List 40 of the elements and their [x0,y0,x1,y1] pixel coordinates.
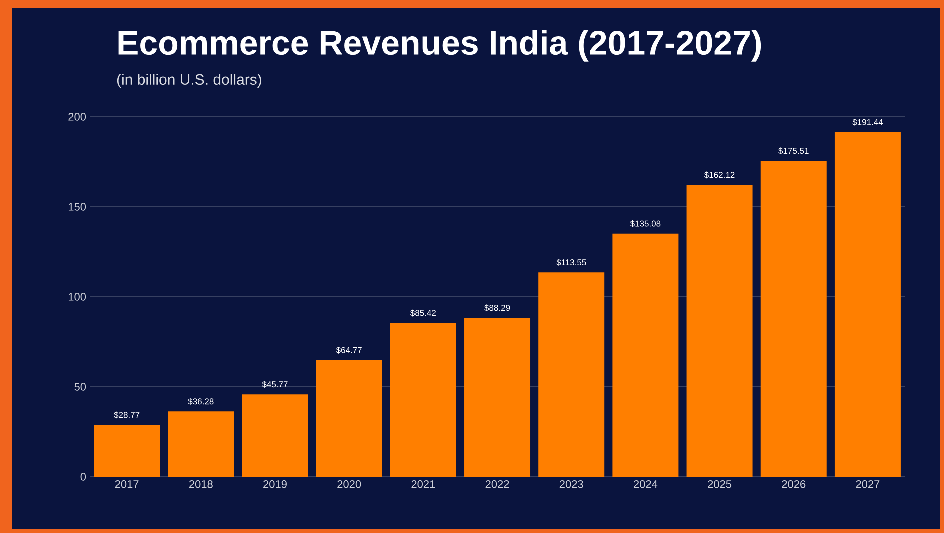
bar [834,132,901,477]
data-label: $113.55 [556,259,586,266]
x-tick-label: 2023 [560,480,584,488]
x-tick-label: 2017 [115,480,139,488]
bar [94,425,160,477]
bar [168,412,234,477]
bar [390,323,456,477]
bar [760,161,827,477]
bar [612,234,679,477]
bar [686,185,753,477]
data-label: $45.77 [262,381,288,388]
data-label: $135.08 [630,220,661,228]
chart-title: Ecommerce Revenues India (2017-2027) [118,30,762,62]
x-tick-label: 2021 [412,480,436,488]
x-tick-label: 2026 [782,480,806,488]
bar [242,394,308,477]
bar [464,318,531,477]
data-label: $28.77 [114,412,140,419]
chart-subtitle: (in billion U.S. dollars) [117,74,262,88]
bar [316,360,382,477]
y-tick-label: 100 [68,293,86,301]
x-tick-label: 2020 [338,480,362,488]
data-label: $85.42 [410,310,436,317]
data-label: $88.29 [484,304,510,312]
x-tick-label: 2024 [634,480,658,488]
y-tick-label: 50 [74,383,86,391]
data-label: $162.12 [704,172,735,179]
y-tick-label: 0 [80,473,86,481]
data-label: $64.77 [336,346,362,354]
x-tick-label: 2027 [856,480,880,488]
data-label: $36.28 [188,398,214,406]
data-label: $175.51 [778,148,809,155]
x-tick-label: 2019 [264,480,287,488]
x-tick-label: 2025 [708,480,732,488]
bar [538,272,605,477]
y-tick-label: 200 [68,113,86,121]
y-tick-label: 150 [68,203,86,211]
x-tick-label: 2018 [189,480,213,488]
data-label: $191.44 [852,118,884,126]
x-tick-label: 2022 [486,480,510,488]
